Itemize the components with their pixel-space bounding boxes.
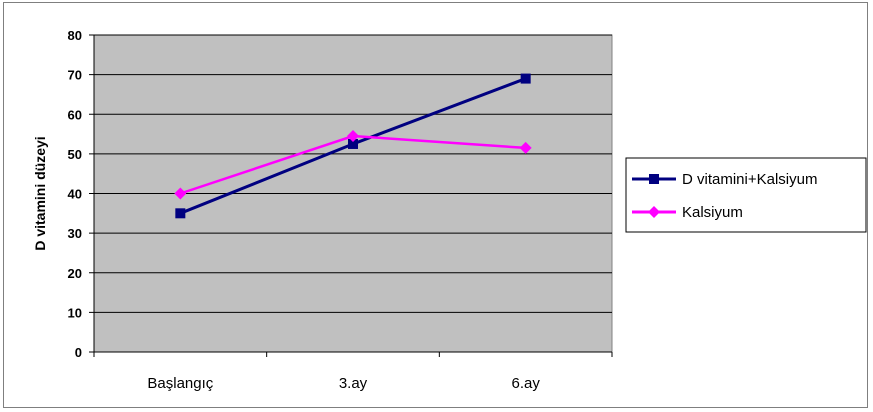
data-point-square bbox=[348, 138, 358, 149]
y-axis-title: D vitamini düzeyi bbox=[32, 136, 48, 250]
data-point-diamond bbox=[648, 206, 660, 218]
data-point-square bbox=[175, 208, 186, 219]
legend-item: Kalsiyum bbox=[632, 204, 743, 221]
y-tick-label: 0 bbox=[75, 345, 82, 360]
legend-label: D vitamini+Kalsiyum bbox=[682, 171, 817, 188]
x-tick-label: Başlangıç bbox=[147, 375, 213, 392]
y-tick-label: 30 bbox=[68, 226, 82, 241]
series-1 bbox=[175, 73, 531, 219]
axes bbox=[89, 34, 613, 357]
legend-label: Kalsiyum bbox=[682, 204, 743, 221]
y-tick-label: 70 bbox=[68, 68, 82, 83]
data-point-diamond bbox=[519, 141, 532, 154]
y-tick-label: 50 bbox=[68, 147, 82, 162]
legend: D vitamini+Kalsiyum Kalsiyum bbox=[625, 157, 867, 233]
x-tick-label: 3.ay bbox=[339, 375, 368, 392]
x-tick-labels: Başlangıç 3.ay 6.ay bbox=[147, 375, 540, 392]
data-point-diamond bbox=[347, 130, 359, 143]
y-tick-label: 10 bbox=[68, 305, 82, 320]
y-tick-label: 20 bbox=[68, 266, 82, 281]
data-point-diamond bbox=[174, 187, 187, 200]
y-tick-label: 80 bbox=[68, 28, 82, 43]
y-tick-labels: 0 10 20 30 40 50 60 70 80 bbox=[68, 28, 82, 360]
series-group bbox=[174, 73, 532, 219]
series-2 bbox=[174, 130, 532, 200]
y-tick-label: 60 bbox=[68, 107, 82, 122]
data-point-square bbox=[520, 73, 531, 84]
data-point-square bbox=[649, 174, 659, 184]
x-tick-label: 6.ay bbox=[511, 375, 540, 392]
y-tick-label: 40 bbox=[68, 187, 82, 202]
legend-box bbox=[625, 157, 867, 233]
legend-item: D vitamini+Kalsiyum bbox=[632, 171, 817, 188]
